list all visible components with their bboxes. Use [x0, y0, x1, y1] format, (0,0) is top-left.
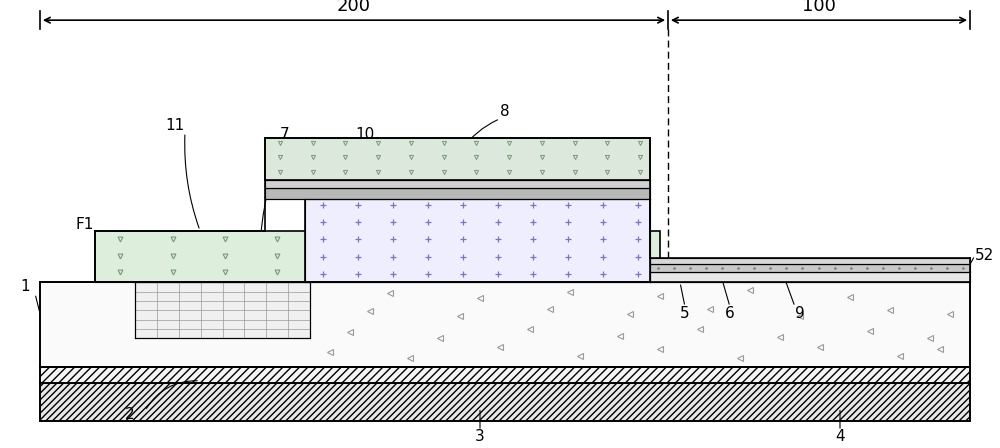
Bar	[135, 282, 310, 338]
Bar	[650, 264, 970, 272]
Bar	[40, 383, 970, 421]
Text: 52: 52	[975, 248, 994, 263]
Text: 200: 200	[337, 0, 371, 15]
Bar	[650, 272, 970, 282]
Bar	[95, 231, 660, 282]
Text: 11: 11	[165, 118, 185, 133]
Bar	[40, 367, 970, 383]
Text: 6: 6	[725, 306, 735, 321]
Text: 10: 10	[355, 127, 375, 142]
Text: 2: 2	[125, 407, 135, 422]
Bar	[305, 199, 650, 282]
Text: 5: 5	[680, 306, 690, 321]
Bar	[650, 258, 970, 264]
Bar	[265, 138, 650, 180]
Text: 4: 4	[835, 429, 845, 444]
Bar	[265, 180, 650, 188]
Bar	[40, 282, 970, 367]
Text: 1: 1	[20, 279, 30, 294]
Text: 7: 7	[280, 127, 290, 142]
Text: 9: 9	[795, 306, 805, 321]
Bar	[265, 188, 650, 199]
Text: F1: F1	[76, 216, 94, 232]
Text: 100: 100	[802, 0, 836, 15]
Text: 8: 8	[500, 104, 510, 120]
Text: 3: 3	[475, 429, 485, 444]
